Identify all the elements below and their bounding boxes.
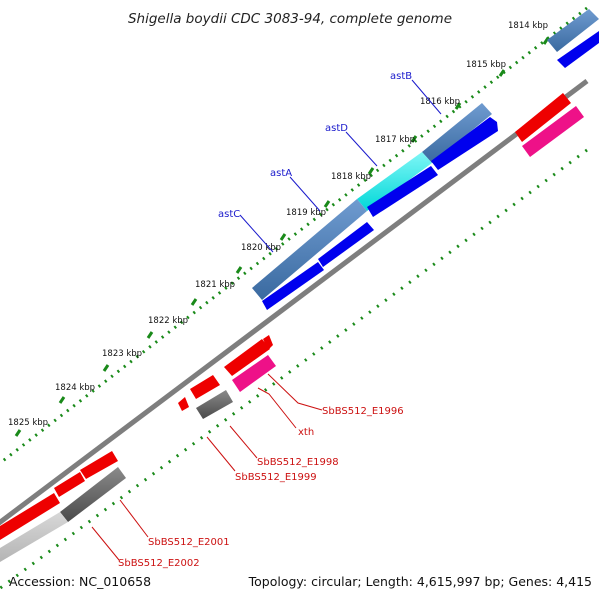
gene-label-SbBS512_E1996: SbBS512_E1996 bbox=[322, 406, 404, 417]
major-ticks bbox=[14, 37, 550, 437]
cds-arrow[interactable] bbox=[178, 397, 189, 411]
pseudo-genes bbox=[0, 390, 233, 562]
forward-leaders bbox=[239, 79, 442, 253]
cds-arrow[interactable] bbox=[224, 339, 270, 376]
gene-block-grey[interactable] bbox=[60, 467, 126, 522]
cds-arrow[interactable] bbox=[318, 222, 374, 267]
forward-gene-labels: astB astD astA astC bbox=[218, 71, 412, 220]
genome-title: Shigella boydii CDC 3083-94, complete ge… bbox=[128, 11, 452, 27]
accession-text: Accession: NC_010658 bbox=[9, 574, 151, 589]
gene-block[interactable] bbox=[547, 9, 599, 52]
tick-label: 1824 kbp bbox=[55, 383, 95, 393]
gene-label-astB: astB bbox=[390, 71, 412, 82]
cds-arrow[interactable] bbox=[80, 451, 118, 479]
cds-arrow[interactable] bbox=[190, 375, 220, 399]
outer-tick-track bbox=[0, 6, 588, 466]
tick-label: 1817 kbp bbox=[375, 135, 415, 145]
tick-label: 1825 kbp bbox=[8, 418, 48, 428]
gene-block-light[interactable] bbox=[0, 512, 68, 562]
gene-label-astD: astD bbox=[325, 123, 348, 134]
gene-block[interactable] bbox=[522, 106, 584, 157]
tick-label: 1815 kbp bbox=[466, 60, 506, 70]
reverse-genes bbox=[232, 106, 584, 392]
gene-label-SbBS512_E2002: SbBS512_E2002 bbox=[118, 558, 200, 569]
tick-label: 1818 kbp bbox=[331, 172, 371, 182]
cds-arrow[interactable] bbox=[431, 117, 498, 170]
cds-arrow[interactable] bbox=[367, 166, 438, 217]
backbone-lines bbox=[0, 6, 589, 591]
tick-label: 1822 kbp bbox=[148, 316, 188, 326]
gene-label-SbBS512_E1999: SbBS512_E1999 bbox=[235, 472, 317, 483]
forward-cds bbox=[262, 31, 599, 310]
gene-block-astD[interactable] bbox=[357, 152, 432, 211]
cds-arrow[interactable] bbox=[515, 93, 571, 142]
tick-label: 1820 kbp bbox=[241, 243, 281, 253]
gene-label-astC: astC bbox=[218, 209, 240, 220]
gene-block-astC[interactable] bbox=[252, 199, 367, 300]
gene-label-astA: astA bbox=[270, 168, 292, 179]
tick-label: 1821 kbp bbox=[195, 280, 235, 290]
reverse-cds bbox=[0, 93, 571, 540]
genome-summary-text: Topology: circular; Length: 4,615,997 bp… bbox=[248, 574, 592, 589]
gene-label-SbBS512_E1998: SbBS512_E1998 bbox=[257, 457, 339, 468]
forward-genes bbox=[252, 9, 599, 300]
tick-label: 1816 kbp bbox=[420, 97, 460, 107]
cds-arrow[interactable] bbox=[262, 262, 324, 310]
gene-block-grey[interactable] bbox=[196, 390, 233, 419]
reverse-leaders bbox=[91, 373, 323, 561]
reverse-gene-labels: SbBS512_E1996 xth SbBS512_E1998 SbBS512_… bbox=[118, 406, 404, 569]
cds-arrow[interactable] bbox=[263, 335, 273, 350]
gene-block-SbBS512_E1996[interactable] bbox=[232, 355, 276, 392]
tick-label: 1814 kbp bbox=[508, 21, 548, 31]
gene-label-xth: xth bbox=[298, 427, 314, 438]
cds-arrow[interactable] bbox=[54, 472, 85, 497]
tick-label: 1823 kbp bbox=[102, 349, 142, 359]
tick-labels: 1814 kbp 1815 kbp 1816 kbp 1817 kbp 1818… bbox=[8, 21, 548, 428]
gene-label-SbBS512_E2001: SbBS512_E2001 bbox=[148, 537, 230, 548]
cds-arrow[interactable] bbox=[0, 493, 60, 540]
gene-block-astB[interactable] bbox=[422, 103, 492, 163]
tick-label: 1819 kbp bbox=[286, 208, 326, 218]
cds-arrow[interactable] bbox=[557, 31, 599, 68]
